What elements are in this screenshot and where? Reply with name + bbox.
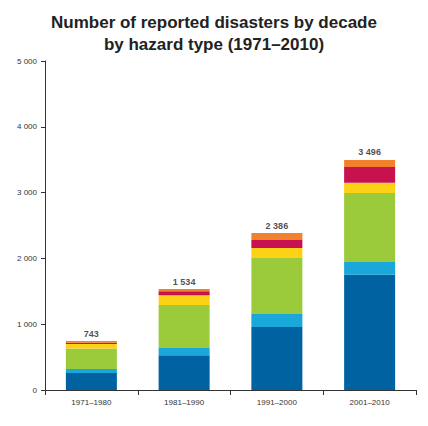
svg-text:2 386: 2 386: [266, 221, 289, 231]
svg-text:4 000: 4 000: [17, 122, 38, 131]
svg-text:1971–1980: 1971–1980: [71, 398, 112, 407]
svg-text:0: 0: [33, 386, 38, 395]
svg-text:743: 743: [84, 329, 99, 339]
svg-text:5 000: 5 000: [17, 57, 38, 66]
svg-text:1981–1990: 1981–1990: [164, 398, 205, 407]
svg-text:Number of reported disasters b: Number of reported disasters by decade: [51, 13, 377, 32]
svg-text:1 000: 1 000: [17, 320, 38, 329]
svg-text:1991–2000: 1991–2000: [257, 398, 298, 407]
svg-text:1 534: 1 534: [173, 277, 196, 287]
svg-text:by hazard type (1971–2010): by hazard type (1971–2010): [104, 35, 324, 54]
svg-text:3 000: 3 000: [17, 188, 38, 197]
svg-text:2 000: 2 000: [17, 254, 38, 263]
svg-text:2001–2010: 2001–2010: [350, 398, 391, 407]
svg-text:3 496: 3 496: [358, 147, 381, 157]
